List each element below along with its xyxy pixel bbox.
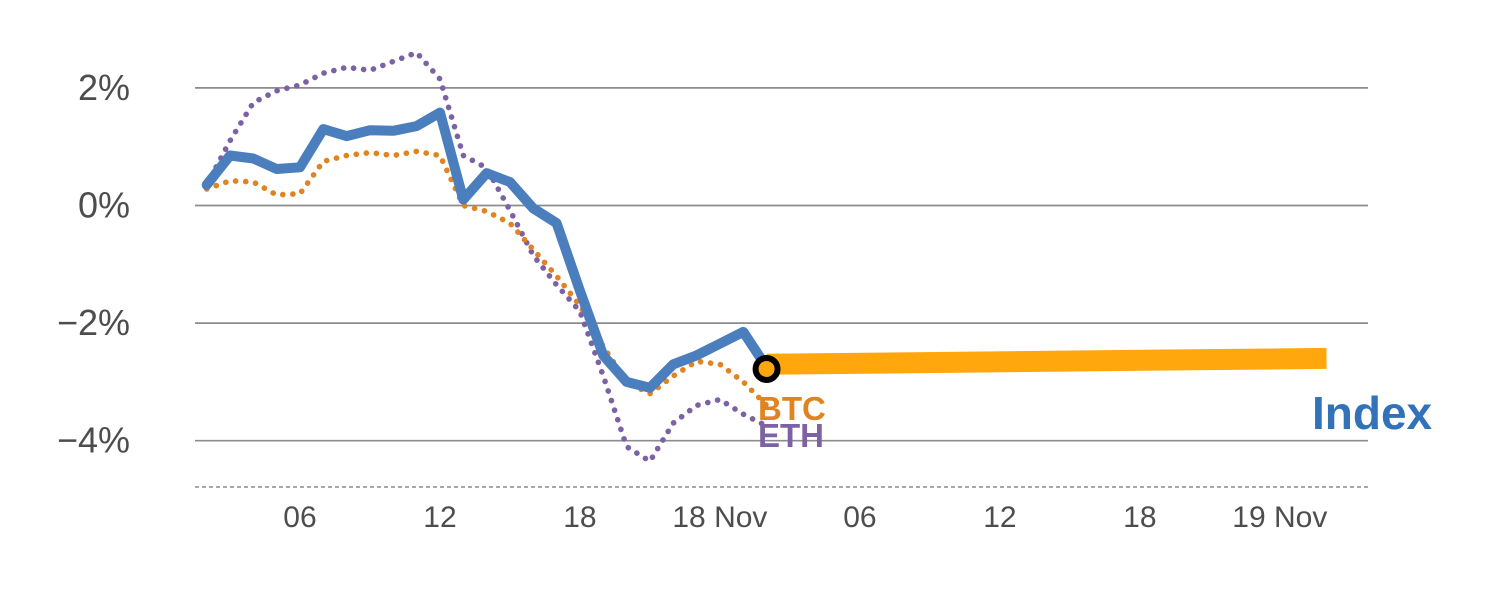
eth-series-label: ETH — [758, 417, 824, 454]
y-tick-label: −4% — [57, 420, 130, 461]
eth-line — [203, 49, 770, 465]
x-tick-label: 06 — [843, 501, 876, 534]
index-series-label: Index — [1312, 387, 1433, 439]
y-tick-label: 2% — [78, 67, 130, 108]
y-tick-label: 0% — [78, 185, 130, 226]
x-tick-label: 12 — [983, 501, 1016, 534]
x-tick-label: 06 — [283, 501, 316, 534]
x-tick-label: 18 — [563, 501, 596, 534]
index-projection-band — [766, 347, 1327, 375]
x-tick-label: 19 Nov — [1232, 501, 1327, 534]
x-tick-label: 18 Nov — [672, 501, 767, 534]
btc-line — [203, 148, 770, 409]
btc-series-label: BTC — [758, 390, 826, 427]
x-tick-label: 12 — [423, 501, 456, 534]
index-line — [201, 107, 772, 393]
x-tick-label: 18 — [1123, 501, 1156, 534]
current-value-marker — [752, 354, 781, 383]
y-tick-label: −2% — [57, 302, 130, 343]
